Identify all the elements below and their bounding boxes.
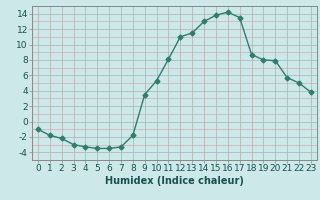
X-axis label: Humidex (Indice chaleur): Humidex (Indice chaleur) bbox=[105, 176, 244, 186]
